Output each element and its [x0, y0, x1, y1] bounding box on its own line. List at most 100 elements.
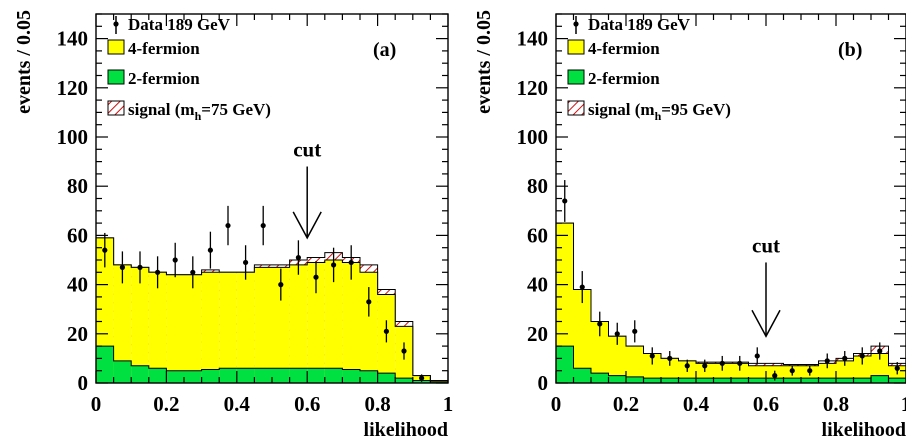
x-tick-label: 1 — [443, 392, 454, 416]
data-point — [102, 247, 108, 253]
hist-bar — [608, 375, 626, 383]
y-tick-label: 20 — [67, 322, 88, 346]
hist-bar — [219, 272, 237, 383]
legend: Data 189 GeV 4-fermion 2-fermion signal (mh… — [107, 15, 271, 123]
x-tick-label: 0 — [91, 392, 102, 416]
hist-bar — [166, 370, 184, 383]
y-tick-label: 120 — [57, 76, 89, 100]
legend-data-marker — [113, 21, 119, 27]
hist-bar — [307, 262, 325, 383]
data-point — [260, 222, 266, 229]
data-point — [807, 368, 813, 374]
x-tick-label: 1 — [901, 392, 906, 416]
hist-bar — [184, 274, 202, 383]
hist-bar — [184, 370, 202, 383]
data-point — [597, 321, 603, 327]
x-tick-label: 0.6 — [753, 392, 779, 416]
data-point — [719, 360, 725, 366]
hist-bar — [591, 321, 609, 383]
panel-tag: (a) — [373, 39, 396, 61]
hist-bar — [96, 346, 114, 383]
data-point — [562, 198, 568, 204]
hist-bar — [377, 373, 396, 383]
data-point — [401, 348, 407, 354]
data-points — [102, 205, 425, 382]
data-points — [562, 180, 900, 381]
legend-swatch-two-fermion — [567, 69, 585, 85]
data-point — [859, 353, 865, 359]
legend-label-signal-prefix: signal (m — [588, 100, 655, 119]
y-tick-label: 0 — [78, 371, 89, 395]
hist-bar — [131, 365, 149, 383]
hist-bar — [643, 353, 661, 383]
y-tick-label: 0 — [538, 371, 549, 395]
hist-bar — [360, 370, 378, 383]
legend-label-signal-suffix: =75 GeV) — [201, 100, 271, 119]
y-tick-label: 40 — [527, 273, 548, 297]
data-point — [137, 264, 143, 270]
legend-label-data: Data 189 GeV — [128, 15, 231, 34]
y-tick-label: 20 — [527, 322, 548, 346]
data-point — [383, 328, 389, 334]
data-point — [737, 360, 743, 366]
hist-bar — [324, 260, 343, 383]
hist-bar — [360, 272, 378, 383]
y-tick-label: 80 — [527, 174, 548, 198]
hist-bar — [324, 368, 343, 383]
data-point — [119, 264, 125, 270]
y-axis-label: events / 0.05 — [473, 10, 495, 114]
data-point — [667, 355, 673, 361]
legend-label-signal-subscript: h — [655, 109, 662, 123]
y-tick-label: 80 — [67, 174, 88, 198]
data-point — [877, 348, 883, 354]
data-point — [894, 365, 900, 371]
hist-bar — [871, 375, 889, 383]
series-two-fermion — [95, 345, 449, 383]
x-tick-label: 0.6 — [294, 392, 320, 416]
data-point — [207, 247, 213, 253]
y-tick-label: 100 — [57, 125, 89, 149]
legend-label-signal-subscript: h — [195, 109, 202, 123]
hist-outline — [95, 237, 449, 383]
hist-bar — [836, 378, 854, 383]
cut-label: cut — [293, 138, 321, 162]
y-tick-label: 140 — [517, 27, 549, 51]
y-tick-label: 120 — [517, 76, 549, 100]
panel-tag: (b) — [838, 39, 862, 61]
legend-label-signal: signal (mh=95 GeV) — [588, 100, 731, 123]
data-point — [313, 274, 319, 280]
legend-swatch-four-fermion — [567, 39, 585, 55]
data-point — [225, 222, 231, 229]
data-point — [754, 353, 760, 359]
hist-bar — [272, 368, 290, 383]
x-tick-label: 0 — [551, 392, 562, 416]
y-axis-label: events / 0.05 — [13, 10, 35, 114]
hist-bar — [748, 378, 766, 383]
data-point — [190, 269, 196, 275]
x-tick-label: 0.4 — [683, 392, 710, 416]
legend-label-two-fermion: 2-fermion — [588, 69, 660, 88]
hist-bar — [236, 368, 255, 383]
hist-bar — [289, 264, 308, 383]
hist-bar — [148, 368, 167, 383]
x-tick-label: 0.2 — [153, 392, 179, 416]
data-point — [579, 284, 585, 290]
hist-bar — [661, 378, 679, 383]
x-tick-label: 0.8 — [823, 392, 849, 416]
legend-label-signal: signal (mh=75 GeV) — [128, 100, 271, 123]
y-tick-label: 140 — [57, 27, 89, 51]
hist-bar — [131, 267, 149, 383]
hist-bar — [254, 368, 272, 383]
hist-bar — [342, 262, 360, 383]
hist-bar — [236, 272, 255, 383]
data-point — [772, 373, 778, 379]
legend-label-data: Data 189 GeV — [588, 15, 691, 34]
series-four-fermion — [95, 237, 449, 383]
data-point — [331, 262, 337, 268]
hist-bar — [113, 360, 132, 383]
data-point — [684, 363, 690, 369]
hist-bar — [573, 368, 591, 383]
series-four-fermion — [555, 222, 906, 383]
hist-bar — [556, 223, 574, 383]
y-tick-label: 60 — [67, 223, 88, 247]
